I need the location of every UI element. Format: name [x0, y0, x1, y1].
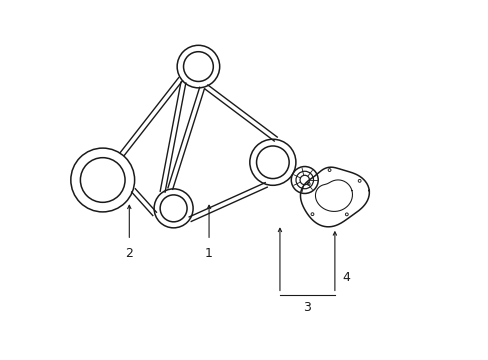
- Text: 2: 2: [125, 247, 133, 260]
- Text: 4: 4: [341, 271, 349, 284]
- Text: 3: 3: [303, 301, 311, 314]
- Text: 1: 1: [204, 247, 213, 260]
